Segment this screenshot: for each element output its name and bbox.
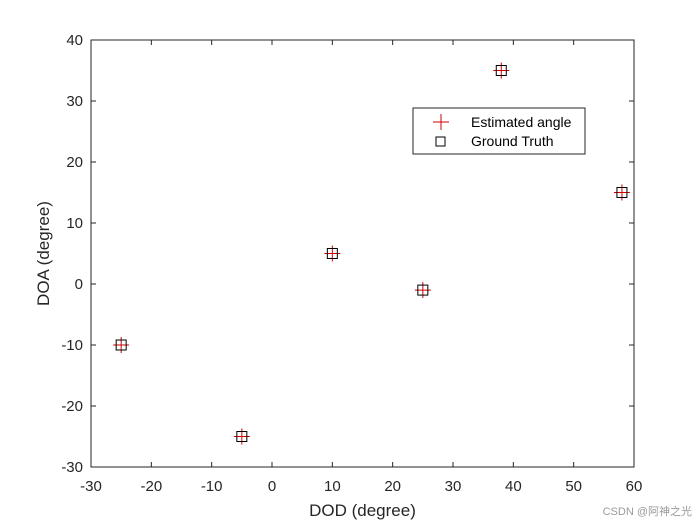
ground-truth-point xyxy=(417,284,429,296)
x-axis-title: DOD (degree) xyxy=(309,501,416,520)
x-tick-label: 20 xyxy=(384,478,401,495)
legend-marker-estimated-angle xyxy=(433,114,449,130)
data-markers xyxy=(113,62,630,445)
legend-marker-ground-truth xyxy=(435,136,446,147)
x-tick-label: -10 xyxy=(201,478,223,495)
y-tick-label: 10 xyxy=(66,215,83,232)
x-tick-label: 0 xyxy=(268,478,276,495)
x-axis: -30 -20 -10 0 10 20 30 40 50 60 xyxy=(80,40,642,495)
y-tick-label: 30 xyxy=(66,93,83,110)
y-axis: -30 -20 -10 0 10 20 30 40 xyxy=(61,32,634,476)
y-tick-label: 40 xyxy=(66,32,83,49)
x-tick-label: -30 xyxy=(80,478,102,495)
x-tick-label: 60 xyxy=(626,478,643,495)
y-tick-label: 20 xyxy=(66,154,83,171)
ground-truth-point xyxy=(616,187,628,198)
y-tick-label: -20 xyxy=(61,398,83,415)
watermark: CSDN @阿神之光 xyxy=(602,506,692,518)
y-axis-title: DOA (degree) xyxy=(34,201,53,306)
plot-area xyxy=(90,39,635,468)
y-tick-label: -30 xyxy=(61,459,83,476)
y-tick-label: -10 xyxy=(61,337,83,354)
ground-truth-point xyxy=(115,339,127,351)
x-tick-label: 50 xyxy=(565,478,582,495)
x-tick-label: 10 xyxy=(324,478,341,495)
x-tick-label: 30 xyxy=(445,478,462,495)
y-tick-label: 0 xyxy=(75,276,83,293)
legend-label-estimated-angle: Estimated angle xyxy=(471,114,572,130)
ground-truth-point xyxy=(236,431,248,442)
legend-label-ground-truth: Ground Truth xyxy=(471,133,554,149)
x-tick-label: -20 xyxy=(140,478,162,495)
legend: Estimated angle Ground Truth xyxy=(412,107,586,155)
x-tick-label: 40 xyxy=(505,478,522,495)
ground-truth-point xyxy=(326,248,338,259)
ground-truth-point xyxy=(495,65,507,76)
